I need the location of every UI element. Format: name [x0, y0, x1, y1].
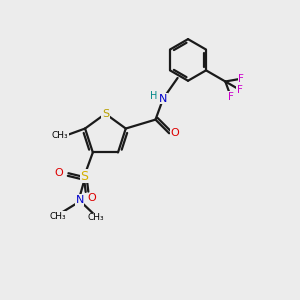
Text: CH₃: CH₃: [49, 212, 66, 221]
Text: F: F: [237, 85, 242, 95]
Text: O: O: [55, 168, 63, 178]
Text: F: F: [228, 92, 234, 102]
Text: O: O: [171, 128, 179, 138]
Text: F: F: [238, 74, 244, 84]
Text: CH₃: CH₃: [88, 213, 104, 222]
Text: N: N: [76, 195, 84, 205]
Text: N: N: [159, 94, 167, 104]
Text: S: S: [102, 109, 109, 119]
Text: CH₃: CH₃: [52, 131, 68, 140]
Text: H: H: [150, 91, 157, 101]
Text: O: O: [87, 194, 96, 203]
Text: S: S: [80, 170, 88, 183]
